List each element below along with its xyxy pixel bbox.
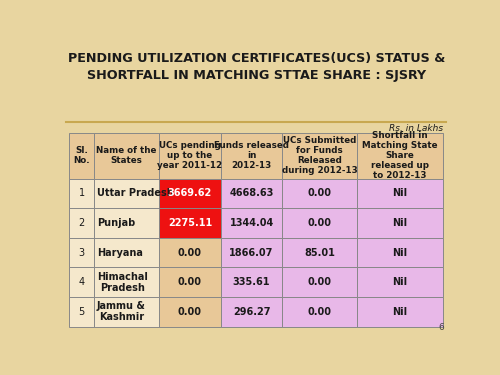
Bar [159,267,221,297]
Text: 0.00: 0.00 [308,218,332,228]
Text: 0.00: 0.00 [178,248,202,258]
Bar [94,178,159,208]
Text: 5: 5 [78,307,84,317]
Text: Nil: Nil [392,307,407,317]
Text: Sl.
No.: Sl. No. [74,146,90,165]
Bar [282,208,357,238]
Text: Rs. in Lakhs: Rs. in Lakhs [389,124,443,134]
Text: 85.01: 85.01 [304,248,335,258]
Bar [70,178,94,208]
Bar [70,208,94,238]
Text: 0.00: 0.00 [178,277,202,287]
Bar [221,238,282,267]
Text: PENDING UTILIZATION CERTIFICATES(UCS) STATUS &
SHORTFALL IN MATCHING STTAE SHARE: PENDING UTILIZATION CERTIFICATES(UCS) ST… [68,52,445,82]
Text: Nil: Nil [392,277,407,287]
Bar [357,238,443,267]
Text: 1866.07: 1866.07 [230,248,274,258]
Bar [159,208,221,238]
Bar [70,238,94,267]
Text: Punjab: Punjab [97,218,135,228]
Bar [221,178,282,208]
Bar [159,178,221,208]
Bar [94,267,159,297]
Bar [159,297,221,327]
Text: 1: 1 [78,188,84,198]
Bar [282,297,357,327]
Text: Uttar Pradesh: Uttar Pradesh [97,188,174,198]
Bar [159,133,221,178]
Bar [94,238,159,267]
Text: 296.27: 296.27 [233,307,270,317]
Text: Funds released
in
2012-13: Funds released in 2012-13 [214,141,289,170]
Bar [70,297,94,327]
Text: 0.00: 0.00 [308,307,332,317]
Text: Nil: Nil [392,188,407,198]
Text: 3669.62: 3669.62 [168,188,212,198]
Bar [221,208,282,238]
Bar [94,208,159,238]
Bar [221,133,282,178]
Bar [357,297,443,327]
Bar [221,267,282,297]
Text: 335.61: 335.61 [233,277,270,287]
Text: 3: 3 [78,248,84,258]
Text: 4668.63: 4668.63 [230,188,274,198]
Bar [357,208,443,238]
Bar [282,133,357,178]
Text: Haryana: Haryana [97,248,142,258]
Text: 2: 2 [78,218,84,228]
Text: Shortfall in
Matching State
Share
released up
to 2012-13: Shortfall in Matching State Share releas… [362,131,438,180]
Text: 4: 4 [78,277,84,287]
Text: UCs Submitted
for Funds
Released
during 2012-13: UCs Submitted for Funds Released during … [282,136,358,176]
Bar [357,267,443,297]
Text: 1344.04: 1344.04 [230,218,274,228]
Text: 6: 6 [438,323,444,332]
Bar [221,297,282,327]
Text: Nil: Nil [392,218,407,228]
Text: UCs pending
up to the
year 2011-12: UCs pending up to the year 2011-12 [158,141,222,170]
Text: Name of the
States: Name of the States [96,146,156,165]
Bar [94,133,159,178]
Bar [282,267,357,297]
Text: 0.00: 0.00 [308,277,332,287]
Text: 0.00: 0.00 [178,307,202,317]
Text: 2275.11: 2275.11 [168,218,212,228]
Text: Himachal
Pradesh: Himachal Pradesh [97,272,148,293]
Bar [282,238,357,267]
Text: Nil: Nil [392,248,407,258]
Bar [70,267,94,297]
Bar [70,133,94,178]
Bar [357,178,443,208]
Bar [159,238,221,267]
Text: Jammu &
Kashmir: Jammu & Kashmir [97,301,146,322]
Bar [282,178,357,208]
Bar [94,297,159,327]
Bar [357,133,443,178]
Text: 0.00: 0.00 [308,188,332,198]
